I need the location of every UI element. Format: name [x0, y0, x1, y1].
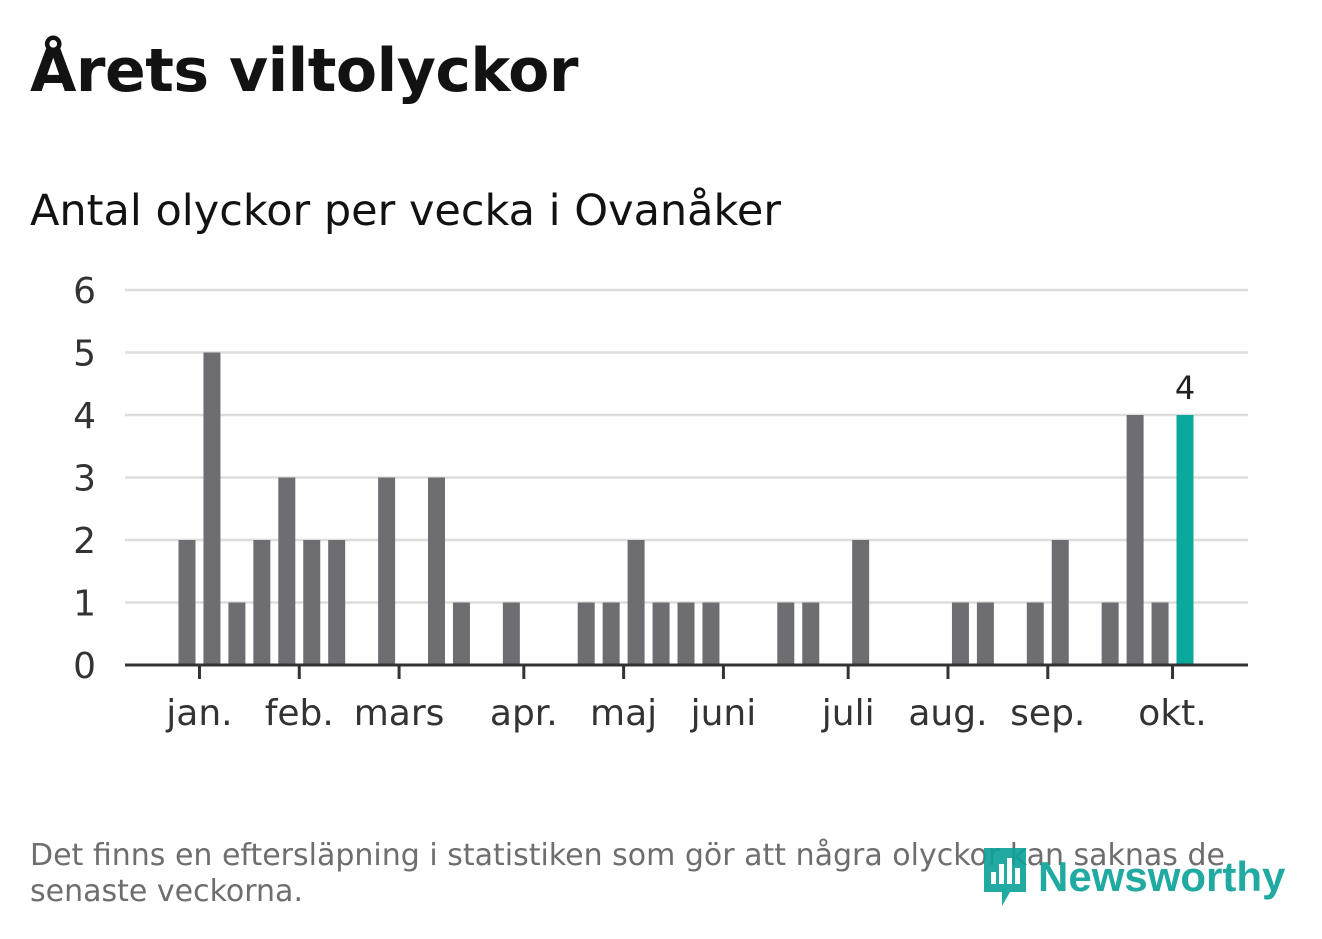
bar	[1176, 415, 1194, 665]
newsworthy-logo: Newsworthy	[980, 842, 1285, 912]
bar	[1101, 602, 1119, 665]
y-tick-label: 5	[73, 334, 96, 375]
y-tick-label: 2	[73, 521, 96, 562]
x-tick-label: aug.	[908, 693, 987, 734]
highlight-value-label: 4	[1175, 369, 1195, 407]
bar	[452, 602, 470, 665]
bar	[602, 602, 620, 665]
bar	[378, 477, 396, 665]
y-tick-label: 6	[73, 271, 96, 312]
bar	[328, 540, 346, 665]
data-labels: 4	[1175, 369, 1195, 407]
x-tick-label: juni	[690, 693, 757, 734]
bar	[203, 352, 221, 665]
bar-chart: 0 1 2 3 4 5 6 jan. feb. mars apr. maj juni juli aug. s…	[73, 271, 1248, 734]
bar	[178, 540, 196, 665]
bar	[777, 602, 795, 665]
bar	[1051, 540, 1069, 665]
bar	[228, 602, 246, 665]
y-axis-ticks: 0 1 2 3 4 5 6	[73, 271, 96, 687]
bar	[1026, 602, 1044, 665]
x-tick-label: mars	[354, 693, 445, 734]
y-tick-label: 3	[73, 459, 96, 500]
x-axis-ticks: jan. feb. mars apr. maj juni juli aug. sep. okt.	[165, 665, 1207, 734]
logo-text: Newsworthy	[1038, 853, 1286, 900]
bar	[1126, 415, 1144, 665]
chart-title: Årets viltolyckor	[30, 36, 579, 106]
y-tick-label: 4	[73, 396, 96, 437]
x-tick-label: sep.	[1010, 693, 1085, 734]
bar	[278, 477, 296, 665]
x-tick-label: feb.	[265, 693, 334, 734]
bars	[178, 352, 1194, 665]
bar	[802, 602, 820, 665]
x-tick-label: okt.	[1138, 693, 1206, 734]
bar	[502, 602, 520, 665]
bar	[577, 602, 595, 665]
newsworthy-logo-icon	[984, 848, 1026, 906]
chart-subtitle: Antal olyckor per vecka i Ovanåker	[30, 186, 782, 236]
bar	[652, 602, 670, 665]
bar	[677, 602, 695, 665]
x-tick-label: juli	[821, 693, 875, 734]
bar	[1151, 602, 1169, 665]
bar	[951, 602, 969, 665]
y-tick-label: 1	[73, 584, 96, 625]
bar	[702, 602, 720, 665]
bar	[303, 540, 321, 665]
bar	[852, 540, 870, 665]
bar	[253, 540, 271, 665]
bar	[976, 602, 994, 665]
x-tick-label: jan.	[165, 693, 232, 734]
bar	[627, 540, 645, 665]
x-tick-label: maj	[590, 693, 657, 734]
bar	[428, 477, 445, 665]
y-tick-label: 0	[73, 646, 96, 687]
x-tick-label: apr.	[490, 693, 558, 734]
